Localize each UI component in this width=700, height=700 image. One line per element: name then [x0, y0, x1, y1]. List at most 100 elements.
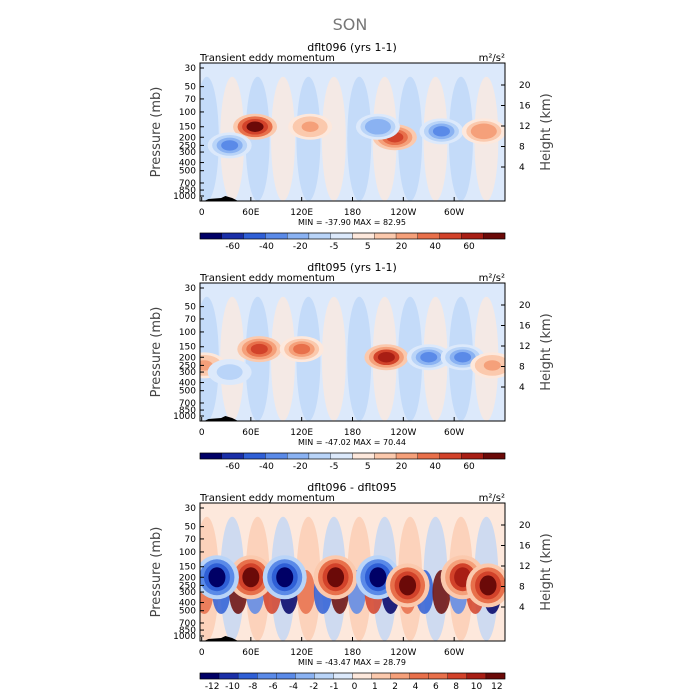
colorbar-segment	[409, 672, 429, 680]
y-tick-label: 100	[179, 328, 196, 338]
x-tick-label: 0	[199, 428, 205, 438]
colorbar-label: -4	[289, 682, 298, 692]
x-tick-label: 120E	[290, 428, 313, 438]
feature-contour	[475, 126, 493, 137]
field-band	[321, 76, 346, 201]
y-tick-label: 400	[179, 379, 196, 389]
height-tick-label: 12	[519, 122, 530, 132]
panel-subtitle: Transient eddy momentum	[199, 53, 335, 64]
feature-contour	[420, 352, 438, 363]
colorbar-segment	[286, 232, 310, 240]
colorbar-label: 40	[430, 462, 442, 472]
y-tick-label: 850	[179, 626, 196, 636]
colorbar-label: -40	[259, 462, 274, 472]
y-tick-label: 150	[179, 563, 196, 573]
colorbar-segment	[483, 452, 506, 460]
panel-title: dflt096 - dflt095	[307, 481, 396, 494]
y-axis-right-label: Height (km)	[539, 533, 554, 610]
colorbar-segment	[257, 672, 277, 680]
x-tick-label: 180	[344, 428, 361, 438]
colorbar-segment	[221, 232, 244, 240]
colorbar-label: 6	[433, 682, 439, 692]
field-layer	[200, 76, 505, 201]
y-tick-label: 1000	[173, 412, 196, 422]
colorbar-label: 8	[453, 682, 459, 692]
x-tick-label: 60E	[242, 208, 259, 218]
x-tick-label: 60W	[444, 648, 464, 658]
height-tick-label: 4	[519, 603, 525, 613]
feature-contour	[221, 366, 239, 378]
colorbar-segment	[276, 672, 296, 680]
panel-2: dflt095 (yrs 1-1)Transient eddy momentum…	[149, 261, 554, 472]
y-tick-label: 700	[179, 619, 196, 629]
height-tick-label: 12	[519, 342, 530, 352]
height-tick-label: 12	[519, 562, 530, 572]
y-tick-label: 300	[179, 368, 196, 378]
x-tick-label: 180	[344, 648, 361, 658]
x-tick-label: 60E	[242, 648, 259, 658]
x-tick-label: 120W	[390, 428, 416, 438]
colorbar-label: 5	[365, 242, 371, 252]
colorbar-segment	[243, 452, 266, 460]
units-label: m²/s²	[479, 493, 505, 504]
y-tick-label: 250	[179, 581, 196, 591]
colorbar-segment	[374, 232, 397, 240]
colorbar-frame	[199, 232, 506, 240]
y-tick-label: 70	[185, 95, 197, 105]
colorbar-label: 12	[491, 682, 502, 692]
panel-subtitle: Transient eddy momentum	[199, 273, 335, 284]
y-axis-right-label: Height (km)	[539, 93, 554, 170]
colorbar-label: -8	[248, 682, 257, 692]
colorbar-segment	[428, 672, 448, 680]
y-tick-label: 700	[179, 399, 196, 409]
colorbar-label: -5	[329, 242, 338, 252]
feature-contour	[377, 352, 395, 363]
colorbar-label: -2	[309, 682, 318, 692]
x-tick-label: 60E	[242, 428, 259, 438]
colorbar-segment	[333, 672, 353, 680]
colorbar-label: 0	[352, 682, 358, 692]
colorbar-segment	[352, 672, 372, 680]
topography	[204, 416, 239, 421]
colorbar-segment	[352, 452, 375, 460]
height-tick-label: 20	[519, 301, 531, 311]
feature-contour	[293, 343, 311, 355]
feature-contour	[483, 360, 501, 371]
y-tick-label: 300	[179, 148, 196, 158]
y-tick-label: 50	[185, 303, 197, 313]
colorbar-segment	[395, 232, 419, 240]
field-band	[271, 296, 296, 421]
y-tick-label: 200	[179, 353, 196, 363]
field-band	[347, 296, 372, 421]
colorbar-segment	[314, 672, 334, 680]
feature-contour	[246, 121, 264, 132]
colorbar-label: -60	[225, 242, 240, 252]
stats-label: MIN = -43.47 MAX = 28.79	[298, 658, 406, 667]
height-tick-label: 20	[519, 81, 531, 91]
colorbar-label: -1	[330, 682, 339, 692]
field-band	[220, 296, 245, 421]
field-band	[347, 76, 372, 201]
colorbar-label: 20	[396, 242, 408, 252]
y-tick-label: 500	[179, 387, 196, 397]
y-tick-label: 400	[179, 159, 196, 169]
y-axis-label: Pressure (mb)	[149, 527, 164, 618]
colorbar-label: -20	[293, 242, 308, 252]
stats-label: MIN = -37.90 MAX = 82.95	[298, 218, 406, 227]
field-band	[200, 76, 219, 201]
x-tick-label: 60W	[444, 208, 464, 218]
colorbar-segment	[466, 672, 487, 680]
x-tick-label: 0	[199, 208, 205, 218]
y-tick-label: 70	[185, 315, 197, 325]
x-tick-label: 120E	[290, 648, 313, 658]
colorbar-segment	[483, 232, 506, 240]
y-tick-label: 30	[185, 64, 197, 74]
colorbar-label: -5	[329, 462, 338, 472]
colorbar-frame	[199, 452, 506, 460]
colorbar-label: 60	[463, 462, 475, 472]
colorbar-label: -6	[269, 682, 278, 692]
y-tick-label: 400	[179, 599, 196, 609]
feature-contour	[242, 567, 260, 588]
colorbar-segment	[395, 452, 419, 460]
feature-contour	[327, 567, 345, 588]
